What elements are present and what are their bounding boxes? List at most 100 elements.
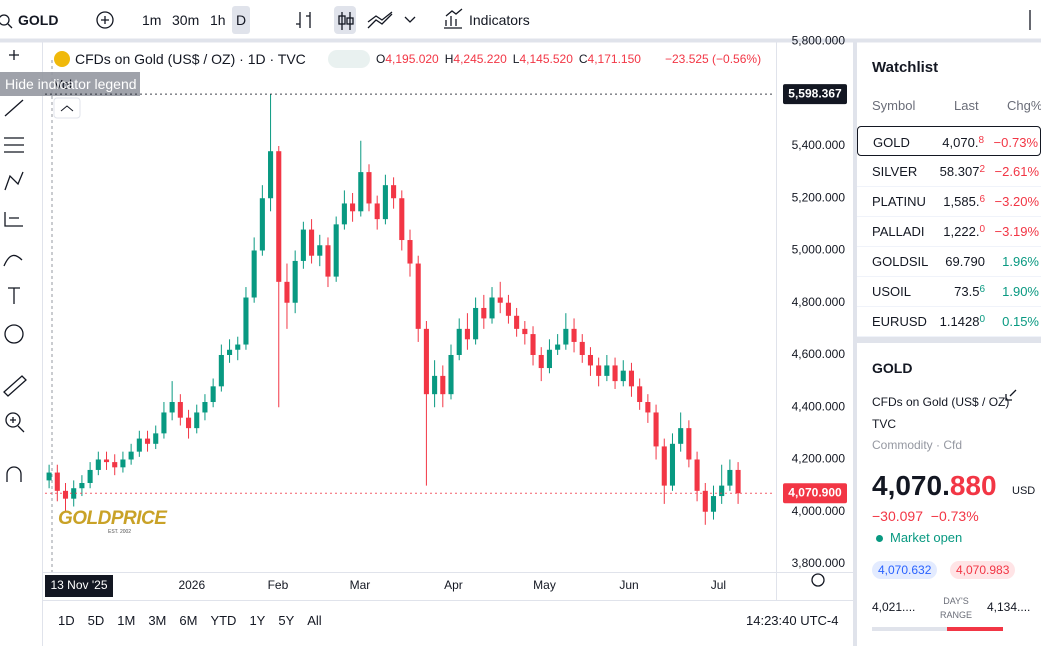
watermark: GOLDPRICE <box>58 508 167 529</box>
range-low: 4,021.... <box>872 600 916 614</box>
interval[interactable]: 1h <box>210 12 226 28</box>
last-tail: 0 <box>979 314 985 325</box>
watchlist-row[interactable]: EURUSD 1.14280 0.15% <box>857 306 1041 337</box>
last-main: 1,222. <box>943 224 980 239</box>
candle <box>653 404 659 460</box>
range-button[interactable]: 1D <box>58 613 75 628</box>
candle <box>251 237 257 303</box>
candle-body <box>382 185 388 220</box>
candle-body <box>276 151 282 282</box>
price-tag <box>783 84 847 105</box>
range-button[interactable]: YTD <box>210 613 237 628</box>
watchlist-row[interactable]: PLATINU 1,585.6 −3.20% <box>857 186 1041 217</box>
candle-body <box>341 203 347 225</box>
candle-body <box>678 428 684 444</box>
column-header: Symbol <box>872 98 916 113</box>
candle-body <box>194 412 200 429</box>
range-button[interactable]: 5Y <box>278 613 295 628</box>
watchlist-row[interactable]: PALLADI 1,222.0 −3.19% <box>857 216 1041 247</box>
candle <box>571 318 577 353</box>
candle-body <box>628 370 635 387</box>
candle-body <box>620 370 626 382</box>
range-button[interactable]: 5D <box>87 613 105 628</box>
indicators-button[interactable]: Indicators <box>469 12 530 28</box>
candle <box>317 234 323 267</box>
candle <box>350 193 356 222</box>
interval[interactable]: D <box>236 12 247 28</box>
candle <box>112 454 118 476</box>
candle <box>276 145 282 408</box>
ohlc-legend: O4,195.020 H4,245.220 L4,145.520 C4,171.150 <box>376 52 647 66</box>
candle-body <box>514 315 520 329</box>
candle-body <box>95 459 101 470</box>
candle-body <box>645 402 651 413</box>
candle <box>341 190 347 230</box>
row-symbol: PLATINU <box>872 194 926 209</box>
candle-body <box>177 402 183 418</box>
price-tag-label: 5,598.367 <box>788 86 842 100</box>
x-tick-label: Feb <box>268 578 289 592</box>
row-change: −3.19% <box>994 224 1039 239</box>
candle-body <box>530 334 536 355</box>
symbol[interactable]: GOLD <box>18 12 59 28</box>
range-label: DAY'S RANGE <box>939 596 972 620</box>
interval[interactable]: 30m <box>172 12 200 28</box>
candle <box>185 409 192 439</box>
candle <box>538 347 544 382</box>
collapse-button[interactable] <box>53 97 81 119</box>
top-bar <box>0 0 1041 40</box>
candle-body <box>120 459 126 468</box>
candle-body <box>46 472 52 481</box>
y-tick-label: 4,600.000 <box>792 347 846 361</box>
candle <box>218 344 224 392</box>
detail-symbol: GOLD <box>872 360 913 376</box>
clock: 14:23:40 UTC-4 <box>746 613 839 628</box>
y-tick-label: 4,800.000 <box>792 295 846 309</box>
candle <box>628 362 635 397</box>
range-button[interactable]: All <box>307 613 322 628</box>
watchlist-row[interactable]: GOLD 4,070.8 −0.73% <box>857 126 1041 156</box>
candle <box>374 195 380 230</box>
watchlist-row[interactable]: GOLDSIL 69.790 1.96% <box>857 246 1041 277</box>
legend-change: −23.525 (−0.56%) <box>665 52 762 66</box>
y-tick-label: 3,800.000 <box>792 556 846 570</box>
ohlc-value: 4,195.020 <box>385 52 439 66</box>
watchlist-row[interactable]: SILVER 58.3072 −2.61% <box>857 156 1041 187</box>
candle-body <box>481 307 487 319</box>
watchlist-row[interactable]: USOIL 73.56 1.90% <box>857 276 1041 307</box>
row-change: 1.96% <box>1002 254 1039 269</box>
interval[interactable]: 1m <box>142 12 162 28</box>
row-change: −0.73% <box>993 135 1038 150</box>
candle <box>555 334 561 355</box>
candle-body <box>440 375 446 395</box>
plot: 3,800.000 4,000.000 4,200.000 4,400.000 4,60… <box>45 34 847 597</box>
candle <box>530 326 536 366</box>
range-button[interactable]: 3M <box>148 613 167 628</box>
candle <box>505 294 511 324</box>
candle-body <box>464 328 470 340</box>
candle-body <box>235 344 241 350</box>
range-button[interactable]: 1M <box>117 613 136 628</box>
x-tick-label: Jun <box>619 578 638 592</box>
candle <box>587 347 593 376</box>
candle-body <box>579 341 585 355</box>
ohlc-value: 4,245.220 <box>453 52 507 66</box>
last-main: 69.790 <box>945 254 985 269</box>
candle <box>563 313 569 350</box>
candle-body <box>432 375 438 395</box>
x-tick-label: Apr <box>444 578 463 592</box>
change: −30.097 <box>872 508 923 524</box>
candle-body <box>71 488 77 499</box>
candle-body <box>300 229 306 261</box>
candle-body <box>522 328 528 335</box>
range-button[interactable]: 1Y <box>249 613 266 628</box>
range-button[interactable]: 6M <box>179 613 198 628</box>
row-symbol: GOLDSIL <box>872 254 929 269</box>
candle-body <box>374 203 380 220</box>
status-dot <box>876 535 883 542</box>
candle <box>161 402 167 439</box>
price-tail: 880 <box>949 470 997 501</box>
candle-body <box>136 438 142 452</box>
candle-body <box>87 469 93 484</box>
candle <box>727 459 733 491</box>
